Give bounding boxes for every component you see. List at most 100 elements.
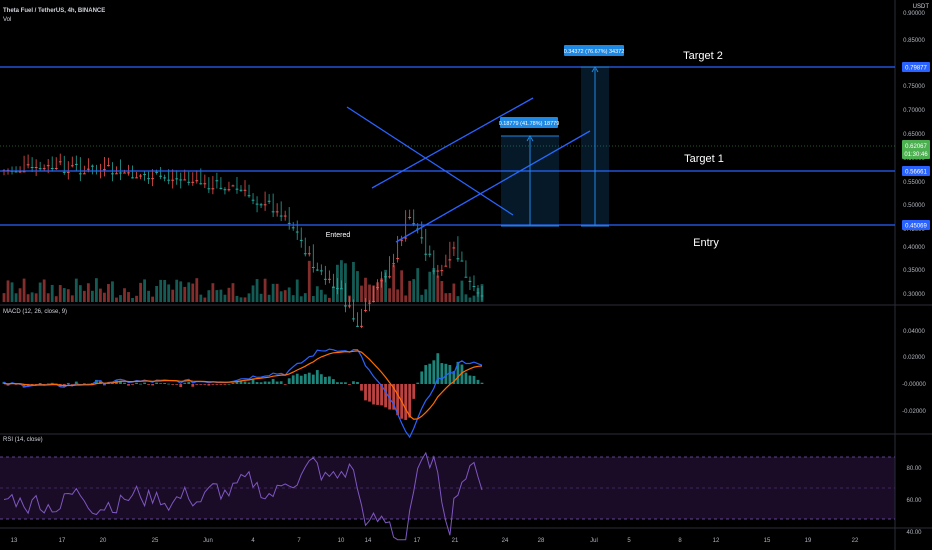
entry-label[interactable]: Entry bbox=[693, 237, 719, 249]
macd-histogram-bar bbox=[179, 384, 183, 388]
candle-body bbox=[171, 179, 175, 181]
candle-body bbox=[159, 175, 163, 177]
macd-histogram-bar bbox=[368, 384, 371, 402]
rsi-label[interactable]: RSI (14, close) bbox=[3, 437, 43, 443]
rsi-axis[interactable]: 80.00 60.00 40.00 bbox=[906, 466, 922, 536]
target1-label[interactable]: Target 1 bbox=[684, 153, 724, 165]
macd-tick-label: -0.02000 bbox=[902, 409, 926, 415]
volume-bar bbox=[283, 290, 287, 302]
macd-histogram-bar bbox=[464, 372, 468, 384]
macd-histogram-bar bbox=[207, 384, 211, 386]
macd-histogram-bar bbox=[247, 382, 251, 384]
channel-line-lower[interactable] bbox=[395, 130, 591, 243]
macd-axis[interactable]: 0.04000 0.02000 -0.00000 -0.02000 bbox=[902, 329, 926, 415]
candle-body bbox=[30, 166, 34, 168]
trendline-upper-falling[interactable] bbox=[346, 106, 514, 216]
candle-body bbox=[187, 181, 191, 183]
macd-histogram-bar bbox=[444, 363, 448, 384]
rsi-tick-label: 60.00 bbox=[906, 498, 922, 504]
candle-body bbox=[364, 309, 367, 311]
volume-bar bbox=[247, 293, 251, 302]
candle-body bbox=[344, 305, 347, 307]
candle-body bbox=[283, 215, 287, 217]
countdown-text: 01:30:46 bbox=[904, 152, 928, 158]
candle-body bbox=[408, 217, 412, 219]
candle-body bbox=[464, 276, 468, 278]
volume-bar bbox=[307, 260, 311, 302]
volume-bar bbox=[14, 293, 18, 302]
candle-body bbox=[46, 165, 50, 167]
candle-body bbox=[472, 286, 476, 288]
candle-body bbox=[335, 288, 339, 290]
macd-histogram-bar bbox=[235, 381, 239, 384]
entry-price-text: 0.45069 bbox=[905, 224, 927, 230]
candle-body bbox=[432, 270, 436, 272]
macd-histogram-bar bbox=[468, 375, 472, 384]
time-axis[interactable]: 13 17 20 25 Jun 4 7 10 14 17 21 24 28 Jul 5 8 12 15 19 22 bbox=[11, 538, 859, 544]
volume-bar bbox=[392, 265, 396, 302]
candle-body bbox=[123, 172, 126, 174]
macd-histogram-bar bbox=[243, 381, 247, 384]
macd-histogram-bar bbox=[171, 384, 175, 385]
macd-histogram-bar bbox=[187, 382, 191, 384]
macd-histogram-bar bbox=[380, 384, 383, 406]
current-price-tag bbox=[902, 140, 930, 159]
time-tick-label: 21 bbox=[452, 538, 459, 544]
volume-bar bbox=[472, 295, 476, 302]
currency-label: USDT bbox=[912, 4, 929, 10]
volume-bar bbox=[400, 270, 404, 302]
macd-histogram-bar bbox=[139, 383, 142, 385]
candle-body bbox=[50, 167, 54, 169]
candle-body bbox=[215, 180, 219, 182]
price-tick-label: 0.75000 bbox=[903, 84, 925, 90]
candle-body bbox=[66, 171, 70, 173]
candle-body bbox=[384, 276, 387, 278]
volume-bar bbox=[303, 293, 307, 302]
measure-1-text: 0.18779 (41.78%) 18779 bbox=[499, 121, 560, 127]
volume-bar bbox=[287, 287, 291, 302]
volume-bar bbox=[139, 282, 142, 302]
entered-label[interactable]: Entered bbox=[326, 232, 351, 239]
candle-body bbox=[348, 305, 351, 307]
volume-bar bbox=[123, 288, 126, 302]
volume-label: Vol bbox=[3, 17, 12, 23]
volume-bar bbox=[424, 289, 428, 302]
macd-histogram-bar bbox=[155, 382, 159, 384]
trendline-lower-rising[interactable] bbox=[371, 97, 534, 189]
macd-label[interactable]: MACD (12, 26, close, 9) bbox=[3, 309, 68, 315]
volume-bar bbox=[211, 283, 215, 302]
volume-bar bbox=[404, 295, 408, 302]
volume-bar bbox=[30, 292, 34, 302]
price-tick-label: 0.65000 bbox=[903, 132, 925, 138]
macd-histogram-bar bbox=[295, 373, 299, 384]
time-tick-label: 17 bbox=[59, 538, 66, 544]
target2-price-tag bbox=[902, 62, 930, 72]
measure-2-tag bbox=[564, 45, 624, 56]
macd-histogram-bar bbox=[34, 384, 38, 385]
volume-bar bbox=[259, 293, 263, 302]
candle-body bbox=[444, 265, 448, 267]
current-price-text: 0.62067 bbox=[905, 144, 927, 150]
time-tick-label: 25 bbox=[152, 538, 159, 544]
macd-histogram-bar bbox=[472, 375, 476, 384]
candle-body bbox=[291, 227, 295, 229]
candle-body bbox=[388, 276, 392, 278]
macd-tick-label: 0.04000 bbox=[903, 329, 925, 335]
volume-bar bbox=[34, 293, 38, 302]
macd-histogram-bar bbox=[460, 364, 464, 384]
macd-histogram-bar bbox=[215, 384, 219, 385]
macd-histogram-bar bbox=[440, 363, 444, 384]
candle-body bbox=[179, 179, 183, 181]
rsi-tick-label: 40.00 bbox=[906, 530, 922, 536]
volume-bar bbox=[46, 293, 50, 302]
price-tick-label: 0.50000 bbox=[903, 203, 925, 209]
candle-body bbox=[131, 177, 134, 179]
candle-body bbox=[352, 318, 355, 320]
volume-bar bbox=[131, 297, 134, 302]
target2-label[interactable]: Target 2 bbox=[683, 50, 723, 62]
price-tick-label: 0.40000 bbox=[903, 245, 925, 251]
volume-bar bbox=[90, 290, 94, 302]
candle-body bbox=[404, 237, 408, 239]
time-tick-label: 28 bbox=[538, 538, 545, 544]
